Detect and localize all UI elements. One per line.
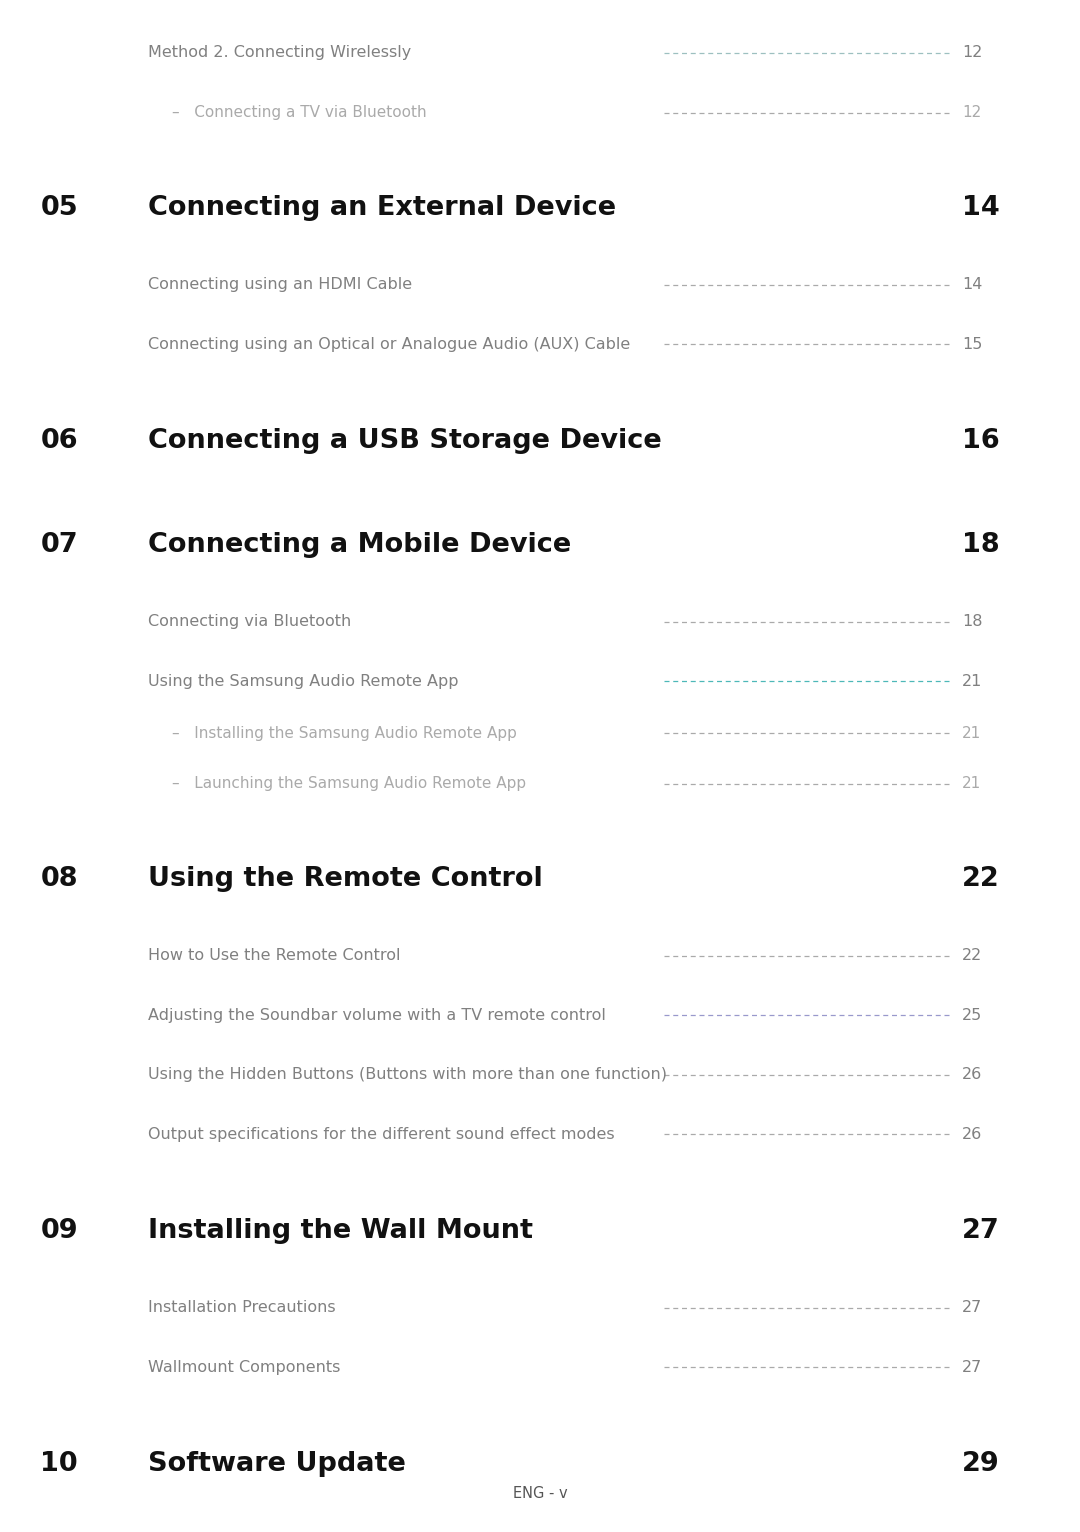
Text: 12: 12	[962, 46, 983, 60]
Text: Method 2. Connecting Wirelessly: Method 2. Connecting Wirelessly	[148, 46, 411, 60]
Text: 21: 21	[962, 777, 982, 791]
Text: 08: 08	[41, 866, 78, 892]
Text: 06: 06	[40, 427, 78, 453]
Text: Connecting using an HDMI Cable: Connecting using an HDMI Cable	[148, 277, 413, 293]
Text: 27: 27	[962, 1301, 982, 1316]
Text: Installing the Wall Mount: Installing the Wall Mount	[148, 1218, 534, 1244]
Text: Adjusting the Soundbar volume with a TV remote control: Adjusting the Soundbar volume with a TV …	[148, 1008, 606, 1023]
Text: 29: 29	[962, 1451, 1000, 1477]
Text: –   Launching the Samsung Audio Remote App: – Launching the Samsung Audio Remote App	[172, 777, 526, 791]
Text: Wallmount Components: Wallmount Components	[148, 1360, 340, 1374]
Text: 18: 18	[962, 614, 983, 630]
Text: 14: 14	[962, 277, 983, 293]
Text: Using the Remote Control: Using the Remote Control	[148, 866, 543, 892]
Text: 07: 07	[40, 532, 78, 558]
Text: ENG - v: ENG - v	[513, 1486, 567, 1501]
Text: Using the Samsung Audio Remote App: Using the Samsung Audio Remote App	[148, 674, 459, 689]
Text: 22: 22	[962, 948, 982, 964]
Text: 21: 21	[962, 726, 982, 741]
Text: Connecting a Mobile Device: Connecting a Mobile Device	[148, 532, 571, 558]
Text: 15: 15	[962, 337, 983, 352]
Text: –   Installing the Samsung Audio Remote App: – Installing the Samsung Audio Remote Ap…	[172, 726, 517, 741]
Text: 14: 14	[962, 195, 1000, 221]
Text: Connecting an External Device: Connecting an External Device	[148, 195, 616, 221]
Text: 09: 09	[40, 1218, 78, 1244]
Text: Software Update: Software Update	[148, 1451, 406, 1477]
Text: Installation Precautions: Installation Precautions	[148, 1301, 336, 1316]
Text: 27: 27	[962, 1360, 982, 1374]
Text: 10: 10	[40, 1451, 78, 1477]
Text: 12: 12	[962, 106, 982, 119]
Text: 26: 26	[962, 1068, 982, 1082]
Text: How to Use the Remote Control: How to Use the Remote Control	[148, 948, 401, 964]
Text: 21: 21	[962, 674, 983, 689]
Text: Connecting using an Optical or Analogue Audio (AUX) Cable: Connecting using an Optical or Analogue …	[148, 337, 631, 352]
Text: 27: 27	[962, 1218, 1000, 1244]
Text: 18: 18	[962, 532, 1000, 558]
Text: 26: 26	[962, 1126, 982, 1141]
Text: Connecting a USB Storage Device: Connecting a USB Storage Device	[148, 427, 662, 453]
Text: 16: 16	[962, 427, 1000, 453]
Text: –   Connecting a TV via Bluetooth: – Connecting a TV via Bluetooth	[172, 106, 427, 119]
Text: 25: 25	[962, 1008, 982, 1023]
Text: 22: 22	[962, 866, 1000, 892]
Text: Using the Hidden Buttons (Buttons with more than one function): Using the Hidden Buttons (Buttons with m…	[148, 1068, 667, 1082]
Text: Connecting via Bluetooth: Connecting via Bluetooth	[148, 614, 351, 630]
Text: 05: 05	[40, 195, 78, 221]
Text: Output specifications for the different sound effect modes: Output specifications for the different …	[148, 1126, 615, 1141]
